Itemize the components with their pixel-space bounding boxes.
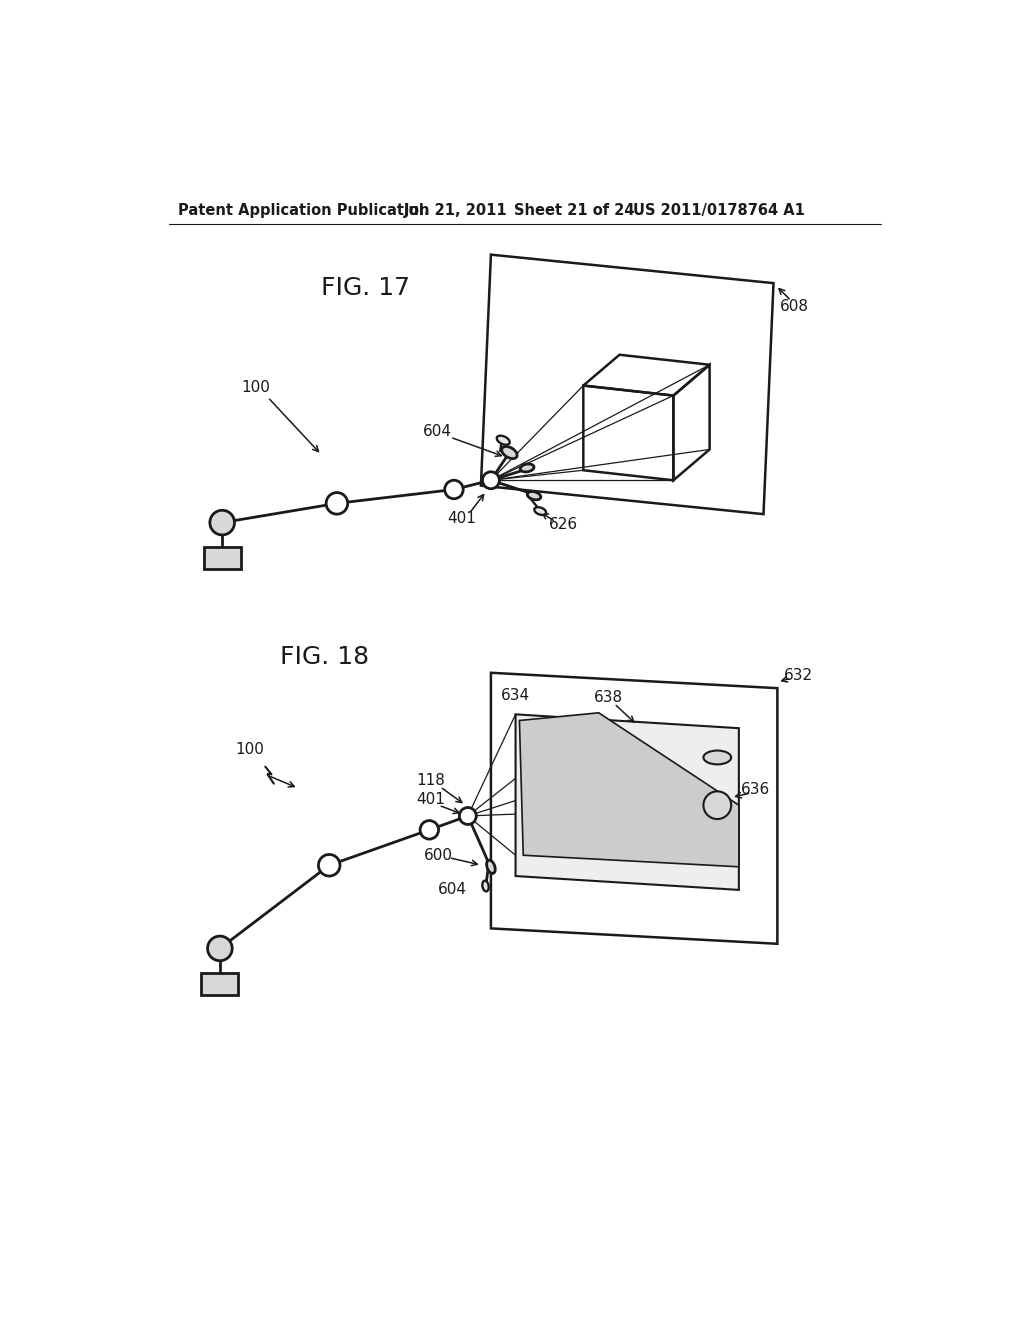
Text: 634: 634 — [501, 688, 530, 704]
Circle shape — [420, 821, 438, 840]
Text: 100: 100 — [236, 742, 264, 758]
Text: Sheet 21 of 24: Sheet 21 of 24 — [514, 203, 635, 218]
Circle shape — [208, 936, 232, 961]
Ellipse shape — [502, 446, 517, 458]
Polygon shape — [519, 713, 739, 867]
Circle shape — [326, 492, 348, 515]
Circle shape — [444, 480, 463, 499]
Ellipse shape — [535, 507, 546, 515]
Ellipse shape — [527, 491, 541, 500]
Bar — [202, 973, 239, 995]
Ellipse shape — [486, 861, 496, 874]
Text: 600: 600 — [424, 847, 453, 863]
Circle shape — [703, 792, 731, 818]
Text: Jul. 21, 2011: Jul. 21, 2011 — [403, 203, 508, 218]
Ellipse shape — [497, 436, 510, 445]
Text: Patent Application Publication: Patent Application Publication — [178, 203, 430, 218]
Text: FIG. 18: FIG. 18 — [280, 645, 370, 669]
Text: 604: 604 — [438, 882, 467, 898]
Ellipse shape — [482, 880, 488, 891]
Bar — [204, 548, 241, 569]
Ellipse shape — [520, 463, 534, 473]
Ellipse shape — [703, 751, 731, 764]
Text: 636: 636 — [741, 783, 770, 797]
Text: 401: 401 — [417, 792, 445, 807]
Text: US 2011/0178764 A1: US 2011/0178764 A1 — [634, 203, 805, 218]
Text: 626: 626 — [549, 517, 578, 532]
Text: 638: 638 — [593, 690, 623, 705]
Text: 401: 401 — [447, 511, 476, 527]
Circle shape — [210, 511, 234, 535]
Polygon shape — [515, 714, 739, 890]
Text: 608: 608 — [780, 298, 809, 314]
Circle shape — [460, 808, 476, 825]
Text: 604: 604 — [423, 424, 452, 440]
Text: FIG. 17: FIG. 17 — [321, 276, 410, 300]
Text: 632: 632 — [784, 668, 813, 684]
Text: 100: 100 — [241, 380, 269, 396]
Circle shape — [482, 471, 500, 488]
Circle shape — [318, 854, 340, 876]
Text: 118: 118 — [417, 774, 445, 788]
